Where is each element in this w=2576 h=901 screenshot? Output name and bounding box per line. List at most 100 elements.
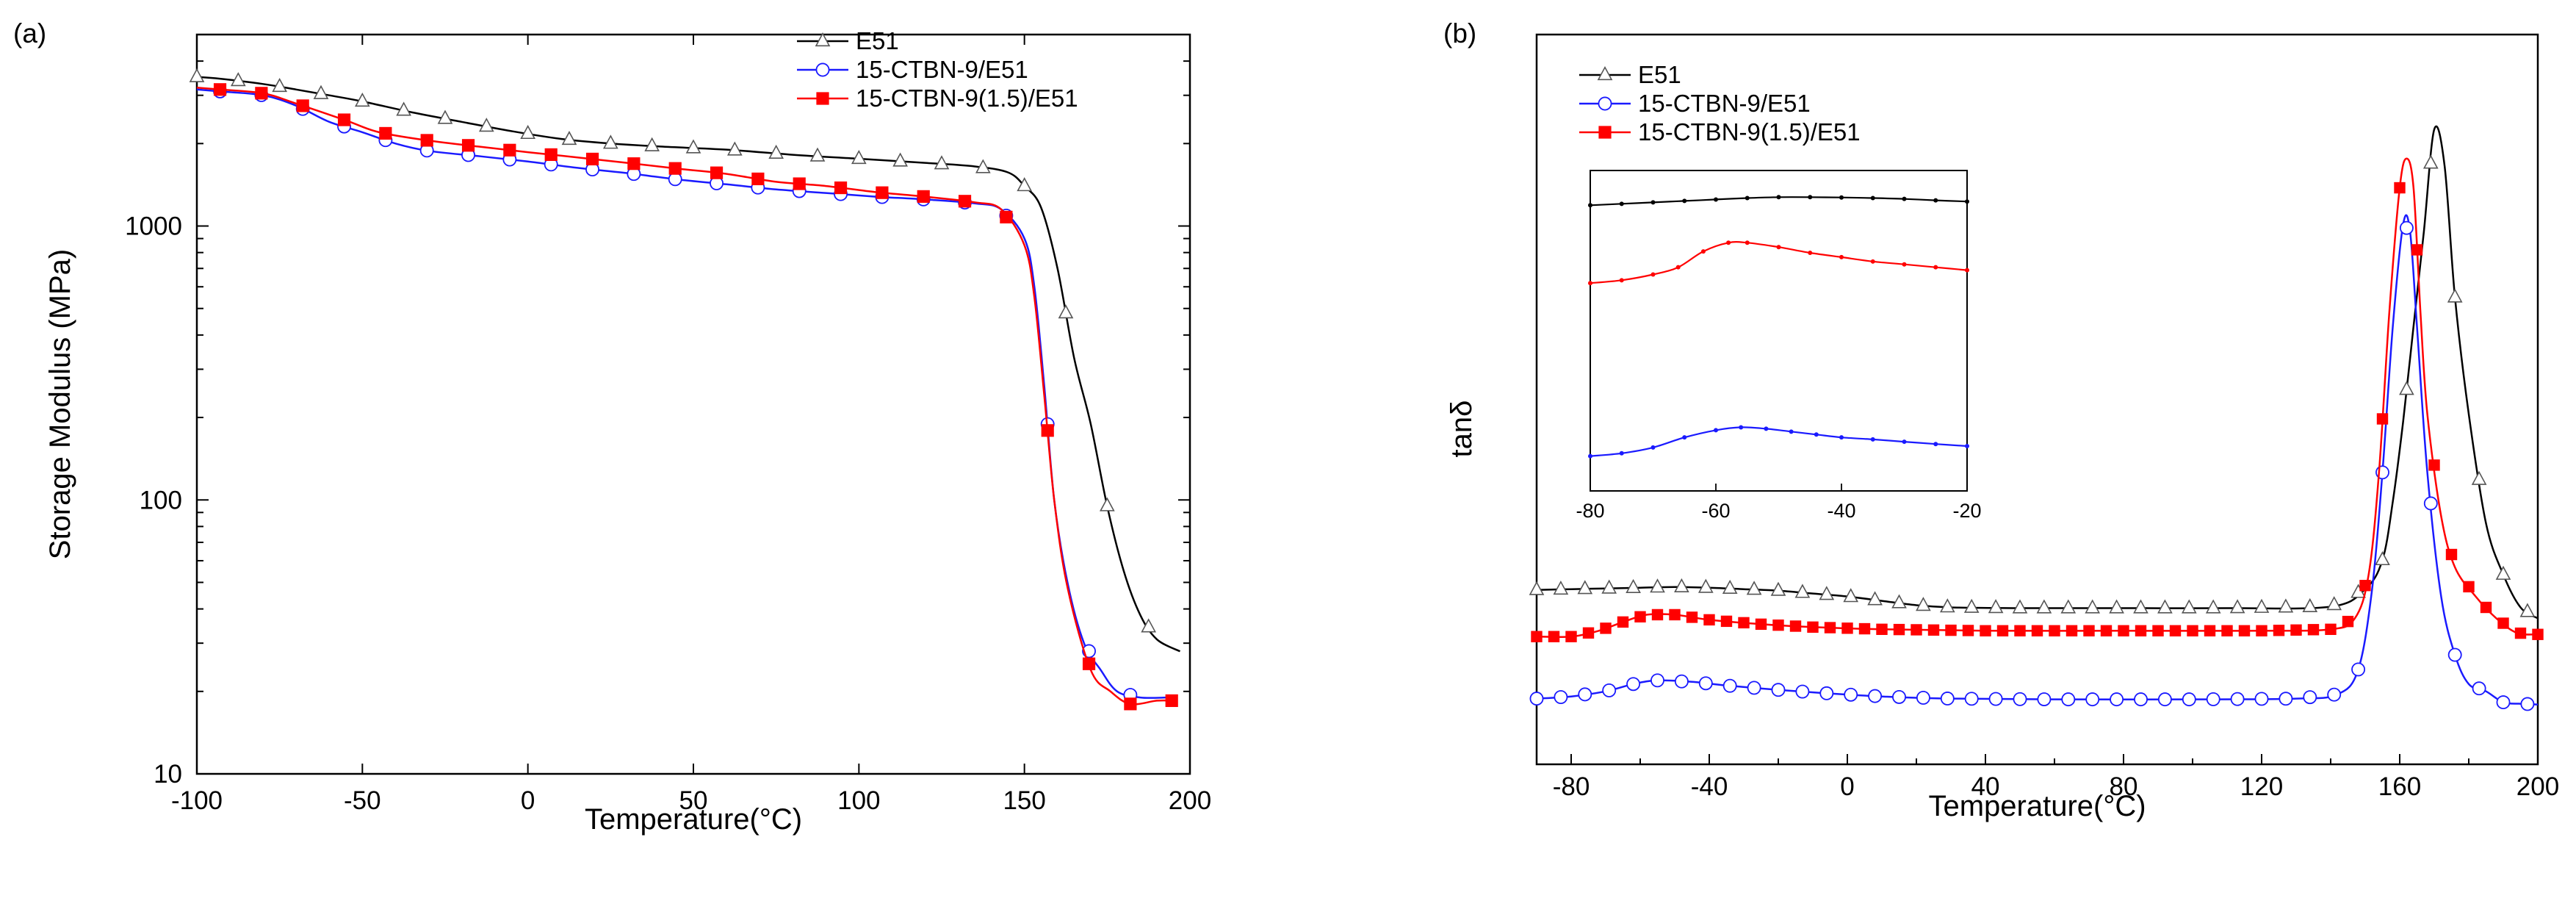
data-point-a (668, 172, 682, 187)
inset-data-point (1588, 203, 1592, 208)
series-a-1 (196, 84, 1167, 702)
data-point-b (2411, 244, 2423, 256)
data-point-b (2157, 692, 2172, 707)
inset-data-point (1965, 199, 1969, 204)
inset-series-2 (1588, 425, 1969, 459)
data-point-a (213, 83, 227, 96)
legend-marker (1597, 65, 1613, 81)
data-point-a (255, 87, 268, 100)
data-point-a (726, 141, 743, 156)
data-point-b (1945, 624, 1957, 636)
data-point-b (2204, 625, 2216, 636)
data-point-b (1916, 690, 1930, 705)
data-point-b (2307, 624, 2320, 636)
x-tick-label-a: 0 (521, 786, 535, 815)
data-point-b (2342, 615, 2354, 628)
data-point-b (1939, 598, 1955, 613)
data-point-b (2135, 625, 2147, 636)
data-point-a (809, 147, 826, 162)
data-point-b (2118, 625, 2129, 636)
inset-data-point (1902, 196, 1907, 201)
x-tick-label-b: 200 (2517, 772, 2559, 801)
data-point-a (644, 137, 660, 151)
data-point-b (2036, 599, 2052, 614)
data-point-b (1698, 578, 1714, 593)
data-point-b (2152, 625, 2164, 636)
legend-label: E51 (1638, 61, 1681, 88)
series-line-b (1536, 214, 2539, 706)
x-tick-label-b: -80 (1553, 772, 1590, 801)
data-point-b (1807, 621, 1819, 633)
data-point-b (1980, 625, 1991, 636)
inset-data-point (1650, 272, 1656, 277)
data-point-b (2012, 599, 2028, 614)
inset-data-point (1700, 249, 1706, 254)
data-point-b (1794, 584, 1811, 598)
data-point-b (2206, 692, 2220, 706)
inset-data-point (1839, 435, 1844, 440)
data-point-b (2399, 220, 2414, 235)
data-point-b (2133, 599, 2149, 614)
data-point-b (2496, 695, 2511, 710)
inset-data-point (1745, 240, 1750, 245)
data-point-a (1017, 177, 1033, 192)
data-point-b (2463, 581, 2475, 593)
data-point-b (2351, 662, 2366, 677)
inset-data-point (1675, 265, 1681, 270)
data-point-a (793, 177, 806, 190)
inset-data-point (1650, 445, 1656, 450)
data-point-a (751, 172, 765, 186)
legend-label: 15-CTBN-9(1.5)/E51 (1638, 118, 1861, 146)
data-point-b (1988, 599, 2004, 614)
inset-data-point (1682, 198, 1687, 204)
panel-a: -100 -50 0 50 100 150 200 10 100 1000 Temperature(… (13, 18, 1211, 836)
data-point-a (189, 68, 205, 82)
data-point-b (1634, 611, 1646, 622)
data-point-b (1602, 683, 1617, 697)
data-point-a (1058, 304, 1074, 319)
data-point-b (1789, 620, 1802, 632)
data-point-b (1531, 631, 1543, 642)
legend-marker (1598, 126, 1612, 139)
data-point-a (834, 181, 848, 195)
x-tick-label-a: 200 (1169, 786, 1211, 815)
data-point-b (2256, 625, 2267, 636)
x-tick-label-b: 80 (2110, 772, 2138, 801)
data-point-b (1548, 631, 1560, 642)
data-point-b (2302, 597, 2318, 613)
legend-label: E51 (856, 27, 899, 54)
data-point-a (1041, 424, 1054, 437)
data-point-b (1565, 631, 1577, 642)
data-point-b (1916, 597, 1931, 611)
data-point-b (1650, 673, 1664, 688)
x-axis-title-a: Temperature(°C) (585, 803, 802, 836)
data-point-b (1601, 579, 1617, 594)
inset-data-point (1965, 268, 1969, 273)
data-point-a (1165, 694, 1178, 708)
inset-data-point (1745, 195, 1750, 201)
data-point-b (2110, 692, 2124, 707)
data-point-b (2325, 623, 2337, 635)
data-point-a (1082, 657, 1096, 670)
data-point-b (1819, 586, 1835, 600)
inset-series-0 (1588, 195, 1969, 208)
data-point-b (2327, 687, 2342, 702)
data-point-b (2254, 598, 2270, 613)
inset-data-point (1870, 195, 1875, 201)
data-point-b (2013, 692, 2027, 706)
data-point-b (1529, 581, 1545, 595)
data-point-b (1626, 578, 1641, 593)
x-tick-label-a: 100 (837, 786, 880, 815)
x-tick-label-b: 120 (2240, 772, 2283, 801)
data-point-b (2060, 599, 2077, 614)
x-tick-label-a: 150 (1003, 786, 1045, 815)
data-point-b (2230, 692, 2245, 706)
inset-data-point (1933, 198, 1938, 203)
data-point-a (561, 131, 577, 146)
data-point-b (2169, 625, 2182, 636)
inset-x-tick-label: -80 (1576, 500, 1604, 522)
data-point-b (1651, 609, 1664, 621)
legend-marker (815, 32, 831, 47)
inset-data-point (1870, 259, 1875, 264)
